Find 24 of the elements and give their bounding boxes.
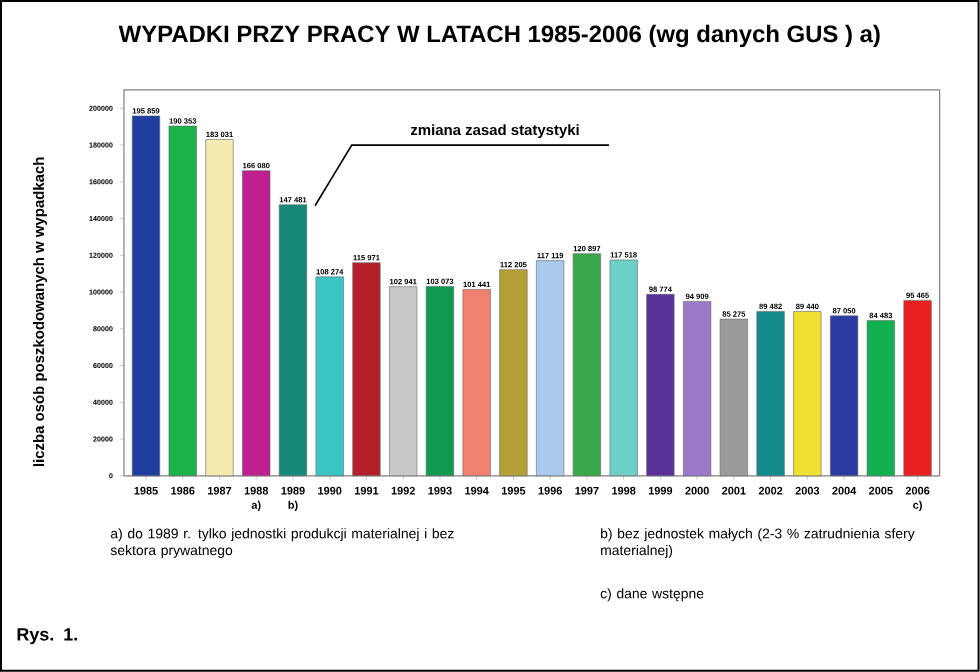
bar [683,301,712,477]
bar [756,311,785,477]
bar [425,286,455,477]
bar [389,286,418,477]
bar [499,269,528,477]
bar [572,253,601,477]
bar [536,260,565,477]
bar [462,289,491,477]
bar [646,294,675,477]
bar [830,315,859,477]
bar [242,170,271,477]
bar [866,320,895,477]
bar [278,204,308,477]
chart-title: WYPADKI PRZY PRACY W LATACH 1985-2006 (wg danych GUS ) a) [118,24,880,48]
bar [719,318,748,477]
bar [131,115,161,477]
bar [793,311,822,477]
bar [609,259,638,477]
bar [168,125,197,477]
bar [315,276,344,477]
bar [903,300,932,477]
bar [352,262,381,477]
bar [205,139,234,477]
text: Rys. 1. [17,628,77,645]
